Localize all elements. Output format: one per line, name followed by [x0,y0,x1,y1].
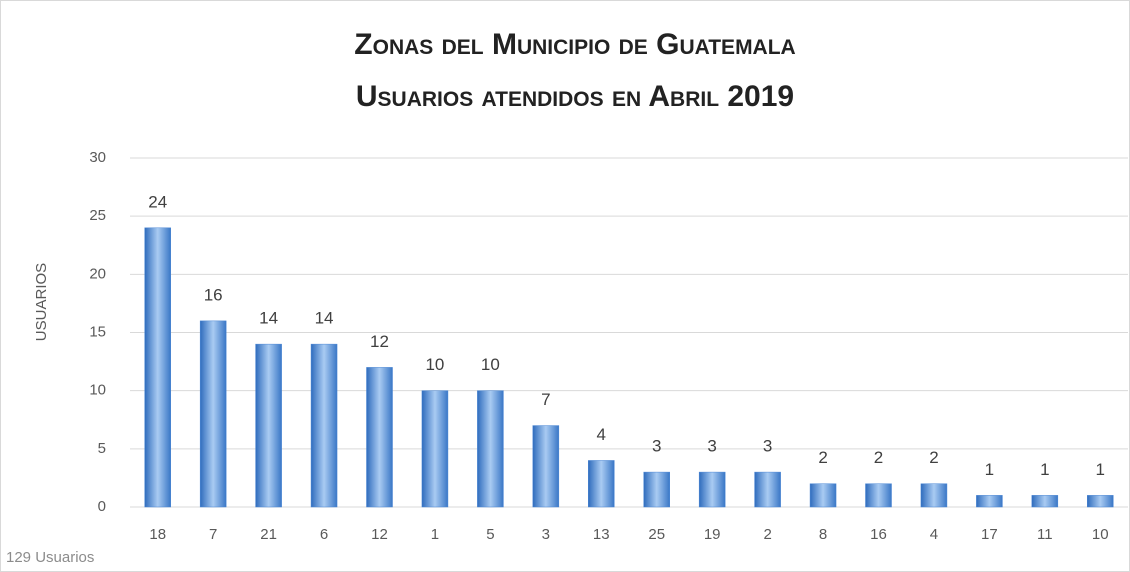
x-tick-label: 12 [371,526,388,543]
x-tick-label: 17 [981,526,998,543]
y-tick-label: 10 [89,382,106,399]
bar [698,471,726,508]
data-label: 2 [929,448,938,467]
y-tick-label: 30 [89,149,106,166]
bar [976,495,1003,508]
bar [255,343,282,508]
bar [643,471,670,508]
bar [421,390,449,508]
data-label: 3 [763,437,772,456]
x-tick-label: 16 [870,526,887,543]
x-tick-label: 18 [149,526,166,543]
data-label: 3 [652,437,661,456]
bar [1087,495,1114,508]
x-tick-label: 1 [431,526,439,543]
x-tick-label: 10 [1092,526,1109,543]
data-label: 1 [1040,460,1049,479]
bar [809,483,837,508]
bar [199,320,227,508]
y-axis-label: USUARIOS [33,263,50,341]
data-label: 14 [259,309,278,328]
data-label: 7 [541,390,550,409]
data-label: 24 [148,192,167,211]
data-label: 10 [425,355,444,374]
bar [865,483,892,508]
x-tick-label: 3 [542,526,550,543]
x-tick-label: 25 [648,526,665,543]
bar [588,460,615,508]
x-tick-label: 21 [260,526,277,543]
bar [754,471,781,508]
x-tick-label: 19 [704,526,721,543]
data-label: 10 [481,355,500,374]
bar [477,390,504,508]
bar [1031,495,1059,508]
x-tick-label: 13 [593,526,610,543]
x-tick-label: 8 [819,526,827,543]
data-label: 1 [1096,460,1105,479]
y-tick-label: 15 [89,323,106,340]
bar [920,483,948,508]
data-label: 16 [204,285,223,304]
y-tick-label: 25 [89,207,106,224]
chart-title: Zonas del Municipio de Guatemala [354,28,795,61]
y-tick-label: 20 [89,265,106,282]
x-tick-label: 7 [209,526,217,543]
annotation: 129 Usuarios [6,549,94,566]
data-label: 1 [985,460,994,479]
x-tick-label: 4 [930,526,938,543]
x-tick-label: 6 [320,526,328,543]
bar [532,425,560,508]
data-label: 14 [315,309,334,328]
y-tick-label: 5 [98,440,106,457]
chart-subtitle: Usuarios atendidos en Abril 2019 [356,80,794,113]
x-tick-label: 2 [763,526,771,543]
data-label: 2 [818,448,827,467]
x-tick-label: 5 [486,526,494,543]
data-label: 3 [707,437,716,456]
y-tick-label: 0 [98,498,106,515]
x-tick-label: 11 [1037,526,1053,543]
data-label: 2 [874,448,883,467]
data-label: 4 [597,425,606,444]
bar [144,227,171,508]
data-label: 12 [370,332,389,351]
bar [366,367,393,508]
bar [310,343,338,508]
